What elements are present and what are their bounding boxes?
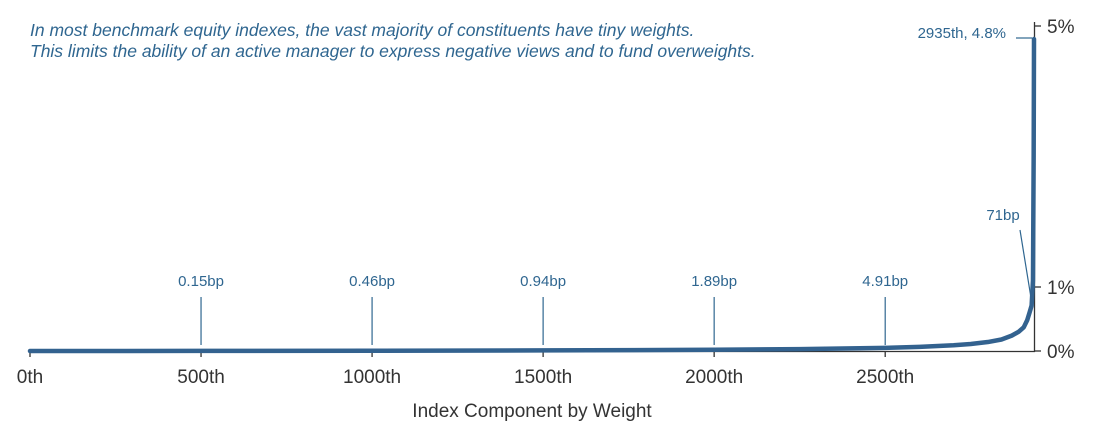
callout-leader (1019, 229, 1033, 302)
x-axis: 0th 500th 1000th 1500th 2000th 2500th (17, 350, 1035, 388)
callout-label: 71bp (986, 207, 1019, 224)
annotation-line-1: In most benchmark equity indexes, the va… (30, 20, 695, 40)
y-tick-label: 1% (1047, 278, 1075, 299)
x-tick-label: 1500th (514, 367, 572, 388)
callout-label: 0.94bp (520, 273, 566, 290)
callout-label: 1.89bp (691, 273, 737, 290)
x-tick-label: 500th (177, 367, 225, 388)
chart-annotation: In most benchmark equity indexes, the va… (30, 20, 756, 62)
y-tick-label: 0% (1047, 342, 1075, 363)
x-tick-label: 2500th (856, 367, 914, 388)
callout-label: 2935th, 4.8% (918, 25, 1006, 42)
callouts: 0.15bp 0.46bp 0.94bp 1.89bp 4.91bp 71bp 2935th… (178, 25, 1033, 345)
x-tick-label: 0th (17, 367, 43, 388)
x-tick-label: 2000th (685, 367, 743, 388)
annotation-line-2: This limits the ability of an active man… (30, 41, 756, 61)
series-line (27, 36, 1037, 354)
callout-label: 4.91bp (862, 273, 908, 290)
y-axis: 0% 1% 5% (1033, 17, 1075, 363)
x-tick-label: 1000th (343, 367, 401, 388)
callout-label: 0.15bp (178, 273, 224, 290)
y-tick-label: 5% (1047, 17, 1075, 38)
callout-label: 0.46bp (349, 273, 395, 290)
x-axis-title: Index Component by Weight (412, 401, 652, 422)
